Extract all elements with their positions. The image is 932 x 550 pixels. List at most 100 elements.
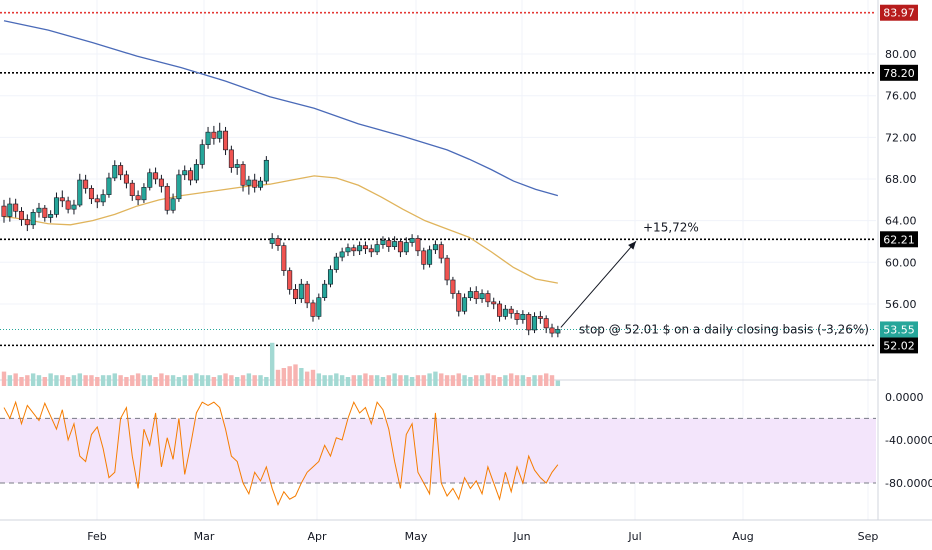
volume-bar [322,375,327,386]
time-tick-label: Aug [732,530,753,543]
volume-bar [30,373,36,386]
volume-bar [380,377,386,386]
target-label: +15,72% [643,220,699,234]
volume-bar [345,377,351,386]
volume-bar [130,375,135,386]
candle-body [514,313,520,320]
volume-bar [398,375,403,386]
candle-body [467,291,473,298]
volume-bar [135,373,141,386]
volume-bar [124,377,129,386]
volume-bar [357,375,362,386]
candle-body [473,291,479,300]
candle-body [380,240,386,245]
candle-body [310,302,316,317]
candle-body [164,185,170,211]
candle-body [135,195,141,201]
candle-body [281,245,287,271]
volume-bar [89,375,94,386]
candle-body [304,283,310,304]
volume-bar [427,373,432,386]
candle-body [217,130,223,139]
oscillator-tick-label: -40.0000 [885,434,932,447]
candle-body [269,238,275,244]
volume-bar [188,375,193,386]
time-tick-label: Feb [87,530,106,543]
volume-bar [77,373,82,386]
volume-bar [112,373,117,386]
volume-bar [450,375,456,386]
candle-body [526,314,532,331]
volume-bar [439,373,444,386]
candle-body [357,245,363,252]
candle-body [351,247,357,252]
stop-label: stop @ 52.01 $ on a daily closing basis … [579,322,869,336]
candle-body [30,212,36,226]
price-tag-label: 62.21 [883,233,915,246]
candle-body [7,203,13,217]
volume-bar [532,375,537,386]
volume-bar [240,375,246,386]
volume-bar [83,375,88,386]
candle-body [549,327,555,334]
candle-body [555,329,561,334]
volume-bar [54,375,59,386]
candle-body [13,203,19,212]
candle-body [339,251,345,258]
candle-body [438,244,444,259]
time-tick-label: Jul [627,530,641,543]
candle-body [497,303,503,317]
volume-bar [386,375,391,386]
candle-body [234,164,240,168]
time-tick-label: Sep [858,530,879,543]
candle-body [252,179,258,188]
volume-bar [13,373,18,386]
volume-bar [485,373,491,386]
price-tick-label: 76.00 [885,90,917,103]
volume-bar [392,373,397,386]
volume-bar [205,375,211,386]
candle-body [316,297,322,317]
volume-bar [223,373,228,386]
time-tick-label: Jun [512,530,530,543]
volume-bar [339,375,345,386]
volume-bar [310,369,316,386]
candle-body [182,170,188,176]
candle-body [333,256,339,270]
candle-body [158,178,164,187]
candle-body [36,207,42,213]
volume-bar [293,364,298,386]
candle-body [537,316,543,319]
volume-bar [409,377,415,386]
volume-bar [287,366,292,386]
candle-body [193,164,199,181]
candle-body [444,257,450,281]
candle-body [205,131,211,145]
volume-bar [462,375,467,386]
volume-bar [299,368,304,386]
volume-bar [351,375,356,386]
price-tag-bg [880,321,918,338]
candle-body [176,174,182,200]
candle-body [106,177,112,195]
volume-bar [170,375,176,386]
candle-body [88,188,94,200]
volume-bar [520,375,526,386]
volume-bar [42,377,48,386]
candle-body [129,182,135,196]
annotations: +15,72% stop @ 52.01 $ on a daily closin… [560,220,869,336]
time-tick-label: Mar [194,530,215,543]
volume-bar [538,375,543,386]
volume-bar [118,375,123,386]
volume-bar [474,375,479,386]
price-tag-bg [880,64,918,81]
price-tick-label: 72.00 [885,131,917,144]
candle-body [77,179,83,206]
volume-bar [246,373,252,386]
candle-body [508,308,514,314]
volume-bar [106,375,112,386]
candles [1,122,561,338]
